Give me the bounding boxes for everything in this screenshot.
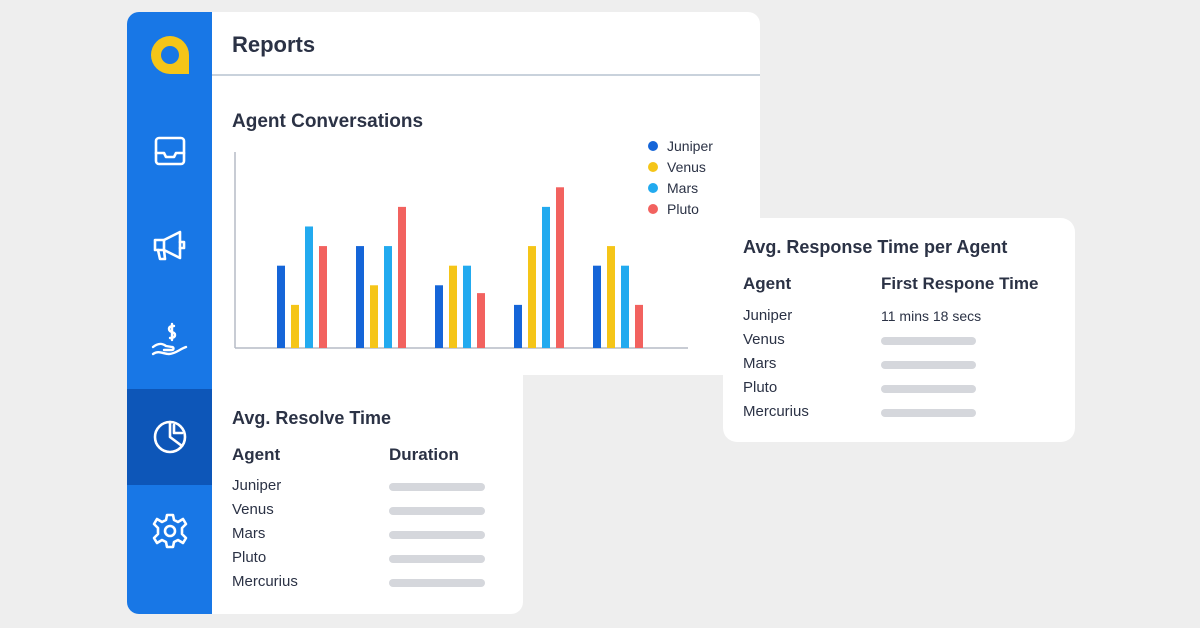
bar-juniper-3 (435, 285, 443, 348)
quiq-logo-icon[interactable] (147, 32, 193, 78)
agent-name: Juniper (743, 307, 793, 324)
reports-app: Reports Agent Conversations Juniper Venu… (127, 12, 760, 614)
legend-item-pluto: Pluto (648, 198, 713, 219)
agent-name: Venus (232, 501, 274, 518)
agent-name: Pluto (743, 379, 778, 396)
bar-pluto-2 (398, 206, 406, 348)
col-header-agent: Agent (743, 274, 792, 293)
bar-mars-2 (384, 246, 392, 348)
response-time-card: Avg. Response Time per Agent Agent First… (723, 218, 1075, 442)
duration-placeholder (389, 579, 485, 587)
gear-icon (152, 513, 187, 549)
response-title: Avg. Response Time per Agent (743, 237, 1008, 257)
sidebar-item-campaigns[interactable] (127, 197, 212, 293)
page-title: Reports (232, 32, 316, 57)
sidebar-item-reports[interactable] (127, 389, 212, 485)
chart-title: Agent Conversations (232, 111, 424, 132)
duration-placeholder (389, 483, 485, 491)
inbox-icon (154, 136, 185, 166)
bar-pluto-1 (319, 246, 327, 348)
legend-label: Pluto (667, 200, 699, 217)
legend-label: Mars (667, 179, 699, 196)
sidebar-item-inbox[interactable] (127, 103, 212, 199)
bar-mars-3 (463, 265, 471, 348)
pie-chart-icon (153, 420, 186, 454)
bar-mars-5 (621, 265, 629, 348)
money-hand-icon (151, 322, 187, 356)
megaphone-icon (153, 230, 185, 261)
bar-venus-3 (449, 265, 457, 348)
col-header-first-response-time: First Respone Time (881, 274, 1039, 293)
legend-item-juniper: Juniper (648, 135, 713, 156)
legend-label: Juniper (667, 137, 713, 154)
bar-juniper-5 (593, 265, 601, 348)
col-header-agent: Agent (232, 445, 281, 464)
agent-name: Mercurius (232, 573, 298, 590)
bar-pluto-3 (477, 293, 485, 348)
response-placeholder (881, 385, 976, 393)
reports-panel: Reports Agent Conversations Juniper Venu… (212, 12, 760, 375)
bar-juniper-4 (514, 304, 522, 348)
agent-conversations-chart (234, 152, 688, 349)
response-placeholder (881, 337, 976, 345)
duration-placeholder (389, 531, 485, 539)
agent-name: Mars (743, 355, 777, 372)
legend-item-mars: Mars (648, 177, 713, 198)
legend-dot (648, 182, 658, 193)
bar-pluto-5 (635, 304, 643, 348)
legend-dot (648, 140, 658, 151)
bar-venus-2 (370, 285, 378, 348)
response-time-value: 11 mins 18 secs (881, 308, 982, 324)
resolve-title: Avg. Resolve Time (232, 408, 392, 428)
col-header-duration: Duration (389, 445, 459, 464)
sidebar-item-settings[interactable] (127, 483, 212, 579)
legend-label: Venus (667, 158, 706, 175)
bar-mars-4 (542, 206, 550, 348)
duration-placeholder (389, 555, 485, 563)
legend-dot (648, 161, 658, 172)
bar-mars-1 (305, 226, 313, 348)
response-placeholder (881, 361, 976, 369)
agent-name: Venus (743, 331, 785, 348)
legend-item-venus: Venus (648, 156, 713, 177)
agent-name: Mercurius (743, 403, 809, 420)
agent-name: Juniper (232, 477, 282, 494)
sidebar (127, 12, 212, 614)
bar-pluto-4 (556, 187, 564, 348)
bar-venus-1 (291, 304, 299, 348)
divider (212, 74, 760, 76)
resolve-time-panel: Avg. Resolve Time Agent Duration Juniper… (212, 375, 523, 614)
chart-legend: Juniper Venus Mars Pluto (648, 135, 713, 219)
agent-name: Pluto (232, 549, 267, 566)
response-placeholder (881, 409, 976, 417)
bar-juniper-2 (356, 246, 364, 348)
bar-venus-5 (607, 246, 615, 348)
legend-dot (648, 203, 658, 214)
duration-placeholder (389, 507, 485, 515)
agent-name: Mars (232, 525, 266, 542)
bar-juniper-1 (277, 265, 285, 348)
sidebar-item-billing[interactable] (127, 293, 212, 389)
bar-venus-4 (528, 246, 536, 348)
